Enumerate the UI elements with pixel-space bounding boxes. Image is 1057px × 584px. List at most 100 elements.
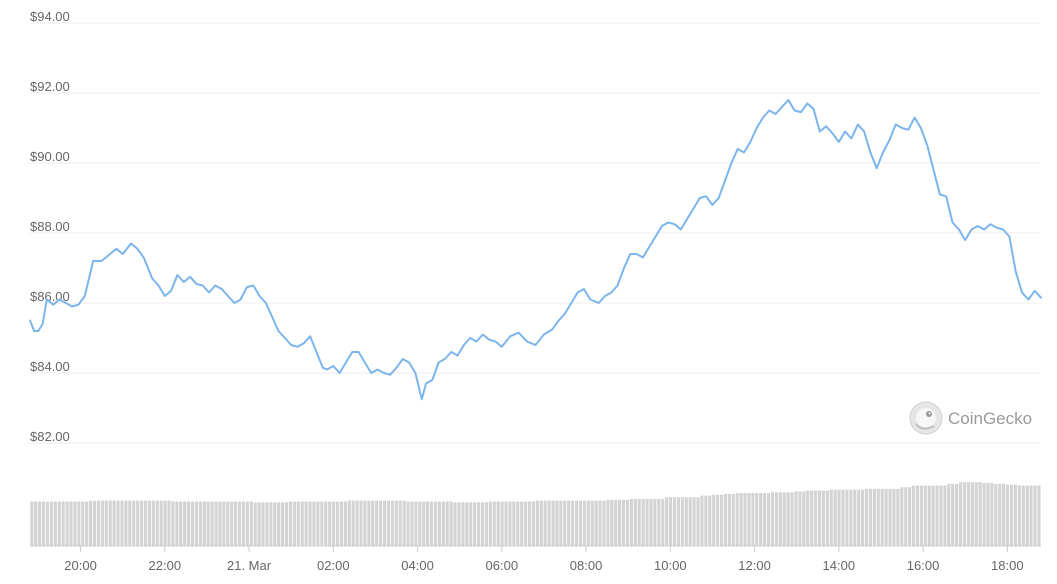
volume-bar bbox=[198, 501, 202, 546]
volume-bar bbox=[841, 489, 845, 546]
volume-bar bbox=[504, 501, 508, 546]
volume-bar bbox=[802, 491, 806, 546]
volume-bar bbox=[69, 501, 73, 546]
volume-bar bbox=[136, 500, 140, 546]
gridlines bbox=[30, 22, 1041, 547]
volume-bar bbox=[923, 485, 927, 546]
volume-bar bbox=[261, 502, 265, 546]
y-tick-label: $92.00 bbox=[30, 79, 70, 94]
volume-bar bbox=[947, 483, 951, 546]
y-axis-tick-labels: $82.00$84.00$86.00$88.00$90.00$92.00$94.… bbox=[30, 9, 70, 444]
volume-bar bbox=[371, 500, 375, 546]
volume-bar bbox=[312, 501, 316, 546]
volume-bar bbox=[814, 490, 818, 546]
volume-bar bbox=[669, 497, 673, 546]
volume-bar bbox=[586, 500, 590, 546]
volume-bar bbox=[480, 502, 485, 546]
volume-bar bbox=[825, 490, 829, 546]
volume-bar bbox=[688, 497, 692, 546]
volume-bar bbox=[755, 493, 759, 546]
x-tick-label: 06:00 bbox=[486, 558, 519, 573]
volume-bar bbox=[555, 500, 559, 546]
volume-bar bbox=[273, 502, 277, 546]
volume-bar bbox=[57, 501, 61, 546]
volume-bar bbox=[394, 500, 398, 546]
volume-bar bbox=[1013, 484, 1017, 546]
volume-bar bbox=[864, 488, 869, 546]
volume-bar bbox=[578, 500, 583, 546]
volume-bar bbox=[696, 497, 700, 546]
volume-bar bbox=[790, 492, 794, 546]
volume-bar bbox=[194, 501, 198, 546]
y-tick-label: $88.00 bbox=[30, 219, 70, 234]
volume-bar bbox=[547, 500, 551, 546]
volume-bar bbox=[214, 501, 218, 546]
volume-bar bbox=[919, 485, 923, 546]
volume-bar bbox=[880, 488, 884, 546]
volume-bar bbox=[222, 501, 226, 546]
volume-bar bbox=[974, 482, 978, 546]
volume-bar bbox=[45, 501, 50, 546]
volume-bar bbox=[998, 483, 1002, 546]
volume-bar bbox=[1029, 485, 1033, 546]
volume-bar bbox=[210, 501, 214, 546]
volume-bar bbox=[335, 501, 340, 546]
volume-bar bbox=[594, 500, 598, 546]
volume-bar bbox=[931, 485, 935, 546]
volume-bar bbox=[226, 501, 230, 546]
x-tick-label: 04:00 bbox=[401, 558, 434, 573]
volume-bar bbox=[65, 501, 69, 546]
coingecko-watermark: CoinGecko bbox=[909, 401, 1032, 435]
volume-bar bbox=[763, 493, 767, 546]
volume-bar bbox=[147, 500, 151, 546]
volume-bar bbox=[257, 502, 261, 546]
volume-bar bbox=[457, 502, 461, 546]
volume-bar bbox=[821, 490, 825, 546]
volume-bar bbox=[96, 500, 101, 546]
volume-bar bbox=[531, 501, 535, 546]
volume-bar bbox=[332, 501, 336, 546]
volume-bar bbox=[943, 485, 947, 546]
x-tick-label: 02:00 bbox=[317, 558, 350, 573]
volume-bar bbox=[124, 500, 128, 546]
volume-bar bbox=[179, 501, 183, 546]
volume-bar bbox=[249, 501, 253, 546]
volume-bar bbox=[602, 500, 606, 546]
volume-bar bbox=[574, 500, 579, 546]
volume-bar bbox=[112, 500, 116, 546]
volume-bar bbox=[704, 495, 708, 546]
volume-bar bbox=[719, 494, 724, 546]
volume-bar bbox=[978, 482, 982, 546]
volume-bar bbox=[817, 490, 822, 546]
volume-bar bbox=[716, 494, 720, 546]
volume-bar bbox=[367, 500, 371, 546]
volume-bar bbox=[837, 489, 841, 546]
volume-bar bbox=[453, 502, 457, 546]
volume-bar bbox=[477, 502, 481, 546]
y-tick-label: $94.00 bbox=[30, 9, 70, 24]
volume-bar bbox=[496, 501, 500, 546]
volume-bar bbox=[382, 500, 387, 546]
volume-bar bbox=[351, 500, 355, 546]
volume-bar bbox=[1017, 485, 1021, 546]
volume-bar bbox=[939, 485, 943, 546]
volume-bar bbox=[175, 501, 179, 546]
volume-bar bbox=[962, 482, 967, 546]
volume-bar bbox=[861, 489, 865, 546]
volume-bar bbox=[868, 488, 872, 546]
volume-bar bbox=[92, 500, 97, 546]
volume-bar bbox=[527, 501, 532, 546]
volume-bar bbox=[598, 500, 602, 546]
volume-bar bbox=[888, 488, 892, 546]
volume-bar bbox=[876, 488, 880, 546]
volume-bar bbox=[418, 501, 422, 546]
volume-bar bbox=[34, 501, 38, 546]
volume-bar bbox=[410, 501, 414, 546]
volume-bar bbox=[610, 499, 614, 546]
volume-bar bbox=[328, 501, 332, 546]
volume-bar bbox=[606, 499, 610, 546]
volume-bar bbox=[657, 498, 661, 546]
volume-bar bbox=[911, 485, 916, 546]
volume-bar bbox=[614, 499, 618, 546]
